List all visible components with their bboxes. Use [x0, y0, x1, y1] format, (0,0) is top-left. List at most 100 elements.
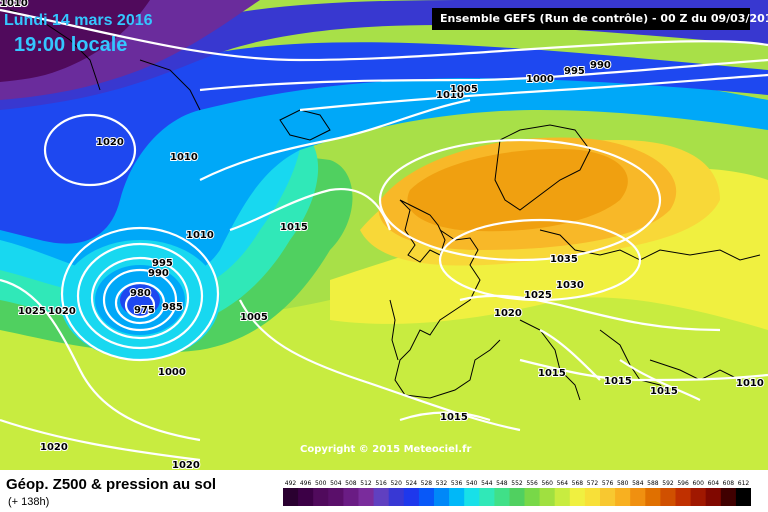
scale-tick-label: 500 [315, 480, 327, 487]
scale-swatch [479, 488, 495, 506]
scale-swatch [645, 488, 661, 506]
scale-swatch [328, 488, 344, 506]
scale-tick-label: 596 [677, 480, 689, 487]
pressure-label: 975 [134, 305, 155, 316]
scale-swatch [660, 488, 676, 506]
pressure-label: 1005 [450, 84, 478, 95]
pressure-labels: 1020 1010 1010 1015 995 990 980 975 985 … [0, 0, 765, 470]
pressure-label: 1015 [280, 222, 308, 233]
scale-swatch [434, 488, 450, 506]
pressure-label: 1015 [650, 386, 678, 397]
pressure-label: 995 [152, 258, 173, 269]
scale-swatch [298, 488, 314, 506]
pressure-label: 1010 [186, 230, 214, 241]
scale-swatch [313, 488, 329, 506]
scale-swatch [283, 488, 299, 506]
scale-swatch [358, 488, 375, 506]
scale-swatch [494, 488, 510, 506]
scale-swatch [705, 488, 722, 506]
pressure-label: 1015 [538, 368, 566, 379]
band-520 [0, 42, 768, 244]
scale-tick-label: 524 [406, 480, 418, 487]
pressure-label: 990 [148, 268, 169, 279]
scale-swatch [615, 488, 631, 506]
scale-swatch [630, 488, 646, 506]
legend-subtitle: (+ 138h) [8, 496, 50, 508]
pressure-label: 1000 [526, 74, 554, 85]
pressure-label: 1020 [96, 137, 124, 148]
band-528 [0, 72, 768, 284]
pressure-label: 1020 [172, 460, 200, 470]
scale-swatch [554, 488, 571, 506]
scale-tick-label: 604 [708, 480, 720, 487]
geopotential-pressure-map: 1020 1010 1010 1015 995 990 980 975 985 … [0, 0, 768, 470]
coastlines [9, 9, 761, 401]
scale-tick-label: 548 [496, 480, 508, 487]
scale-tick-label: 552 [511, 480, 523, 487]
scale-swatch [675, 488, 692, 506]
scale-swatch [690, 488, 707, 506]
copyright-text: Copyright © 2015 Meteociel.fr [300, 444, 472, 455]
scale-tick-label: 544 [481, 480, 493, 487]
scale-tick-label: 564 [557, 480, 569, 487]
scale-tick-label: 608 [723, 480, 735, 487]
model-run-info: Ensemble GEFS (Run de contrôle) - 00 Z d… [432, 8, 768, 30]
scale-swatch [735, 488, 751, 506]
forecast-date: Lundi 14 mars 2016 [4, 12, 153, 29]
scale-swatch [524, 488, 541, 506]
pressure-label: 1010 [736, 378, 764, 389]
pressure-label: 1020 [48, 306, 76, 317]
scale-swatch [388, 488, 405, 506]
map-canvas: 1020 1010 1010 1015 995 990 980 975 985 … [0, 0, 768, 470]
scale-tick-label: 532 [436, 480, 448, 487]
scale-tick-label: 536 [451, 480, 463, 487]
isobars [0, 8, 768, 462]
pressure-label: 1035 [550, 254, 578, 265]
scale-tick-label: 520 [390, 480, 402, 487]
scale-tick-label: 576 [602, 480, 614, 487]
scale-tick-label: 572 [587, 480, 599, 487]
scale-tick-label: 492 [285, 480, 297, 487]
pressure-label: 1010 [170, 152, 198, 163]
pressure-label: 1020 [494, 308, 522, 319]
band-584 [407, 149, 628, 232]
scale-swatch [418, 488, 435, 506]
pressure-label: 1030 [556, 280, 584, 291]
scale-swatch [720, 488, 737, 506]
pressure-label: 1025 [524, 290, 552, 301]
scale-tick-label: 516 [375, 480, 387, 487]
pressure-label: 1015 [604, 376, 632, 387]
scale-tick-label: 528 [421, 480, 433, 487]
scale-tick-label: 540 [466, 480, 478, 487]
scale-tick-label: 512 [360, 480, 372, 487]
pressure-label: 1010 [0, 0, 28, 9]
scale-swatch [584, 488, 601, 506]
pressure-label: 1005 [240, 312, 268, 323]
scale-tick-label: 600 [692, 480, 704, 487]
scale-swatch [373, 488, 390, 506]
color-scale: 492 496 500 504 508 512 516 520 524 528 532 536 540 5… [283, 480, 751, 506]
pressure-label: 1000 [158, 367, 186, 378]
pressure-label: 1020 [40, 442, 68, 453]
scale-tick-label: 504 [330, 480, 342, 487]
scale-swatch [449, 488, 465, 506]
forecast-time: 19:00 locale [14, 34, 128, 56]
pressure-label: 990 [590, 60, 611, 71]
pressure-label: 995 [564, 66, 585, 77]
scale-swatch [343, 488, 359, 506]
scale-swatch [539, 488, 556, 506]
band-496 [0, 0, 150, 82]
scale-tick-label: 568 [572, 480, 584, 487]
scale-swatch [464, 488, 480, 506]
legend-title: Géop. Z500 & pression au sol [6, 476, 217, 493]
pressure-label: 1025 [18, 306, 46, 317]
scale-tick-label: 612 [738, 480, 750, 487]
scale-swatch [600, 488, 616, 506]
pressure-label: 980 [130, 288, 151, 299]
scale-tick-label: 584 [632, 480, 644, 487]
scale-tick-label: 560 [541, 480, 553, 487]
scale-swatch [509, 488, 526, 506]
scale-tick-label: 496 [300, 480, 312, 487]
scale-swatch [569, 488, 586, 506]
scale-tick-label: 588 [647, 480, 659, 487]
